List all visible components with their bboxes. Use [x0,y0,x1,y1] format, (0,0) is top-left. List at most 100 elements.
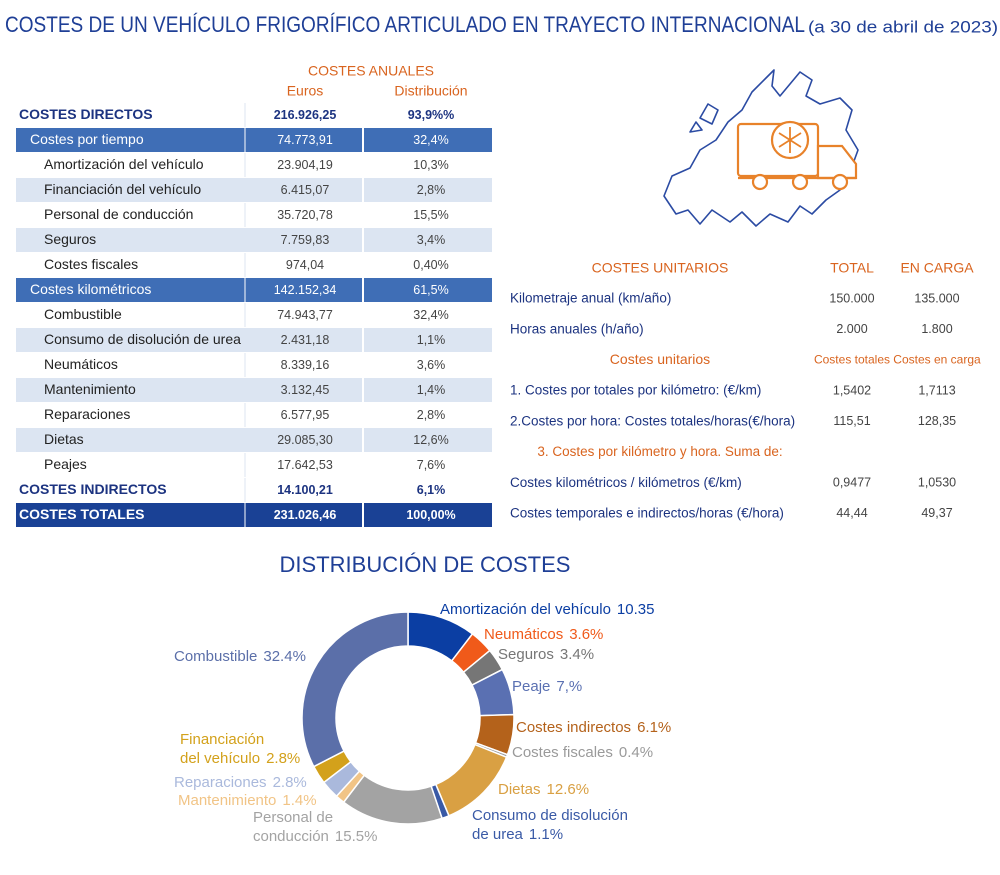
row-value: 74.943,77 [277,308,333,322]
segment-label: Reparaciones [174,774,267,791]
europe-map [663,69,859,227]
segment-value-label: 12.6% [547,781,590,798]
row-value: 2,8% [417,183,446,197]
row-label: Costes por tiempo [30,131,144,147]
row-label: Consumo de disolución de urea [44,331,241,347]
truck-icon [736,120,858,191]
table-header: COSTES ANUALES [308,63,434,79]
column-header: EN CARGA [900,260,974,276]
page-title: COSTES DE UN VEHÍCULO FRIGORÍFICO ARTICU… [5,12,805,37]
row-value: 6.415,07 [281,183,330,197]
row-label: COSTES INDIRECTOS [19,481,167,497]
row-label: COSTES DIRECTOS [19,106,153,122]
segment-label: Mantenimiento [178,792,276,809]
row-label: Neumáticos [44,356,118,372]
segment-label: Costes indirectos [516,719,631,736]
row-value: 17.642,53 [277,458,333,472]
donut-segment [301,611,409,768]
column-header: TOTAL [830,260,874,276]
row-value: 35.720,78 [277,208,333,222]
segment-label: Seguros [498,646,554,663]
row-label: Seguros [44,231,96,247]
row-value: 32,4% [413,133,448,147]
column-header: Distribución [394,83,467,99]
row-background [16,328,492,352]
row-label: Dietas [44,431,84,447]
row-label: Reparaciones [44,406,130,422]
row-label: 2.Costes por hora: Costes totales/horas(… [510,413,795,428]
segment-value-label: 6.1% [637,719,671,736]
row-value: 61,5% [413,283,448,297]
row-label: Peajes [44,456,87,472]
row-label: Horas anuales (h/año) [510,321,644,336]
row-value: 93,9%% [408,108,455,122]
segment-value-label: 32.4% [263,648,306,665]
segment-label: Consumo de disolución de urea [472,807,632,843]
row-label: Amortización del vehículo [44,156,204,172]
column-header: Euros [287,83,324,99]
row-value: 1.800 [921,322,952,336]
row-label: Costes fiscales [44,256,138,272]
segment-label: Personal de conducción [253,809,337,845]
row-value: 0,40% [413,258,448,272]
row-value: 1,7113 [918,383,955,397]
row-value: 142.152,34 [274,283,337,297]
row-value: 74.773,91 [277,133,333,147]
row-value: 15,5% [413,208,448,222]
row-value: 3.132,45 [281,383,330,397]
row-value: 2.000 [836,322,867,336]
sub-header: Costes totales [814,353,890,367]
chart-title: DISTRIBUCIÓN DE COSTES [280,552,571,577]
segment-label: Amortización del vehículo [440,601,611,618]
row-background [16,278,492,302]
segment-label: Combustible [174,648,257,665]
row-label: Costes kilométricos [30,281,151,297]
row-value: 6.577,95 [281,408,330,422]
row-label: Combustible [44,306,122,322]
segment-label: Peaje [512,678,550,695]
row-value: 12,6% [413,433,448,447]
row-label: 1. Costes por totales por kilómetro: (€/… [510,383,761,398]
segment-value-label: 1.1% [529,826,563,843]
segment-label: Financiación del vehículo [180,731,268,767]
row-value: 135.000 [914,291,959,305]
row-value: 14.100,21 [277,483,333,497]
row-value: 23.904,19 [277,158,333,172]
segment-label: Dietas [498,781,541,798]
row-label: Mantenimiento [44,381,136,397]
row-background [16,378,492,402]
row-label: Costes temporales e indirectos/horas (€/… [510,505,784,520]
table-header: COSTES UNITARIOS [592,260,729,276]
segment-value-label: 1.4% [282,792,316,809]
segment-value-label: 10.35 [617,601,655,618]
segment-value-label: 7,% [556,678,582,695]
row-value: 2,8% [417,408,446,422]
segment-value-label: 3.4% [560,646,594,663]
row-background [16,428,492,452]
sub-header: Costes en carga [893,353,981,367]
row-value: 150.000 [829,291,874,305]
row-value: 216.926,25 [274,108,337,122]
row-value: 10,3% [413,158,448,172]
row-value: 1,5402 [833,383,871,397]
row-value: 974,04 [286,258,324,272]
row-value: 44,44 [836,506,867,520]
row-value: 3,6% [417,358,446,372]
row-value: 231.026,46 [274,508,337,522]
row-value: 115,51 [833,414,870,428]
segment-value-label: 2.8% [266,750,300,767]
row-value: 100,00% [406,508,455,522]
row-label: COSTES TOTALES [19,506,145,522]
segment-label: Neumáticos [484,626,563,643]
segment-value-label: 3.6% [569,626,603,643]
row-label: Kilometraje anual (km/año) [510,291,671,306]
donut-segment [434,743,508,817]
row-value: 3,4% [417,233,446,247]
row-value: 0,9477 [833,475,871,489]
row-value: 29.085,30 [277,433,333,447]
row-value: 8.339,16 [281,358,330,372]
sub-header: 3. Costes por kilómetro y hora. Suma de: [537,444,782,459]
segment-label: Costes fiscales [512,744,613,761]
row-background [16,228,492,252]
